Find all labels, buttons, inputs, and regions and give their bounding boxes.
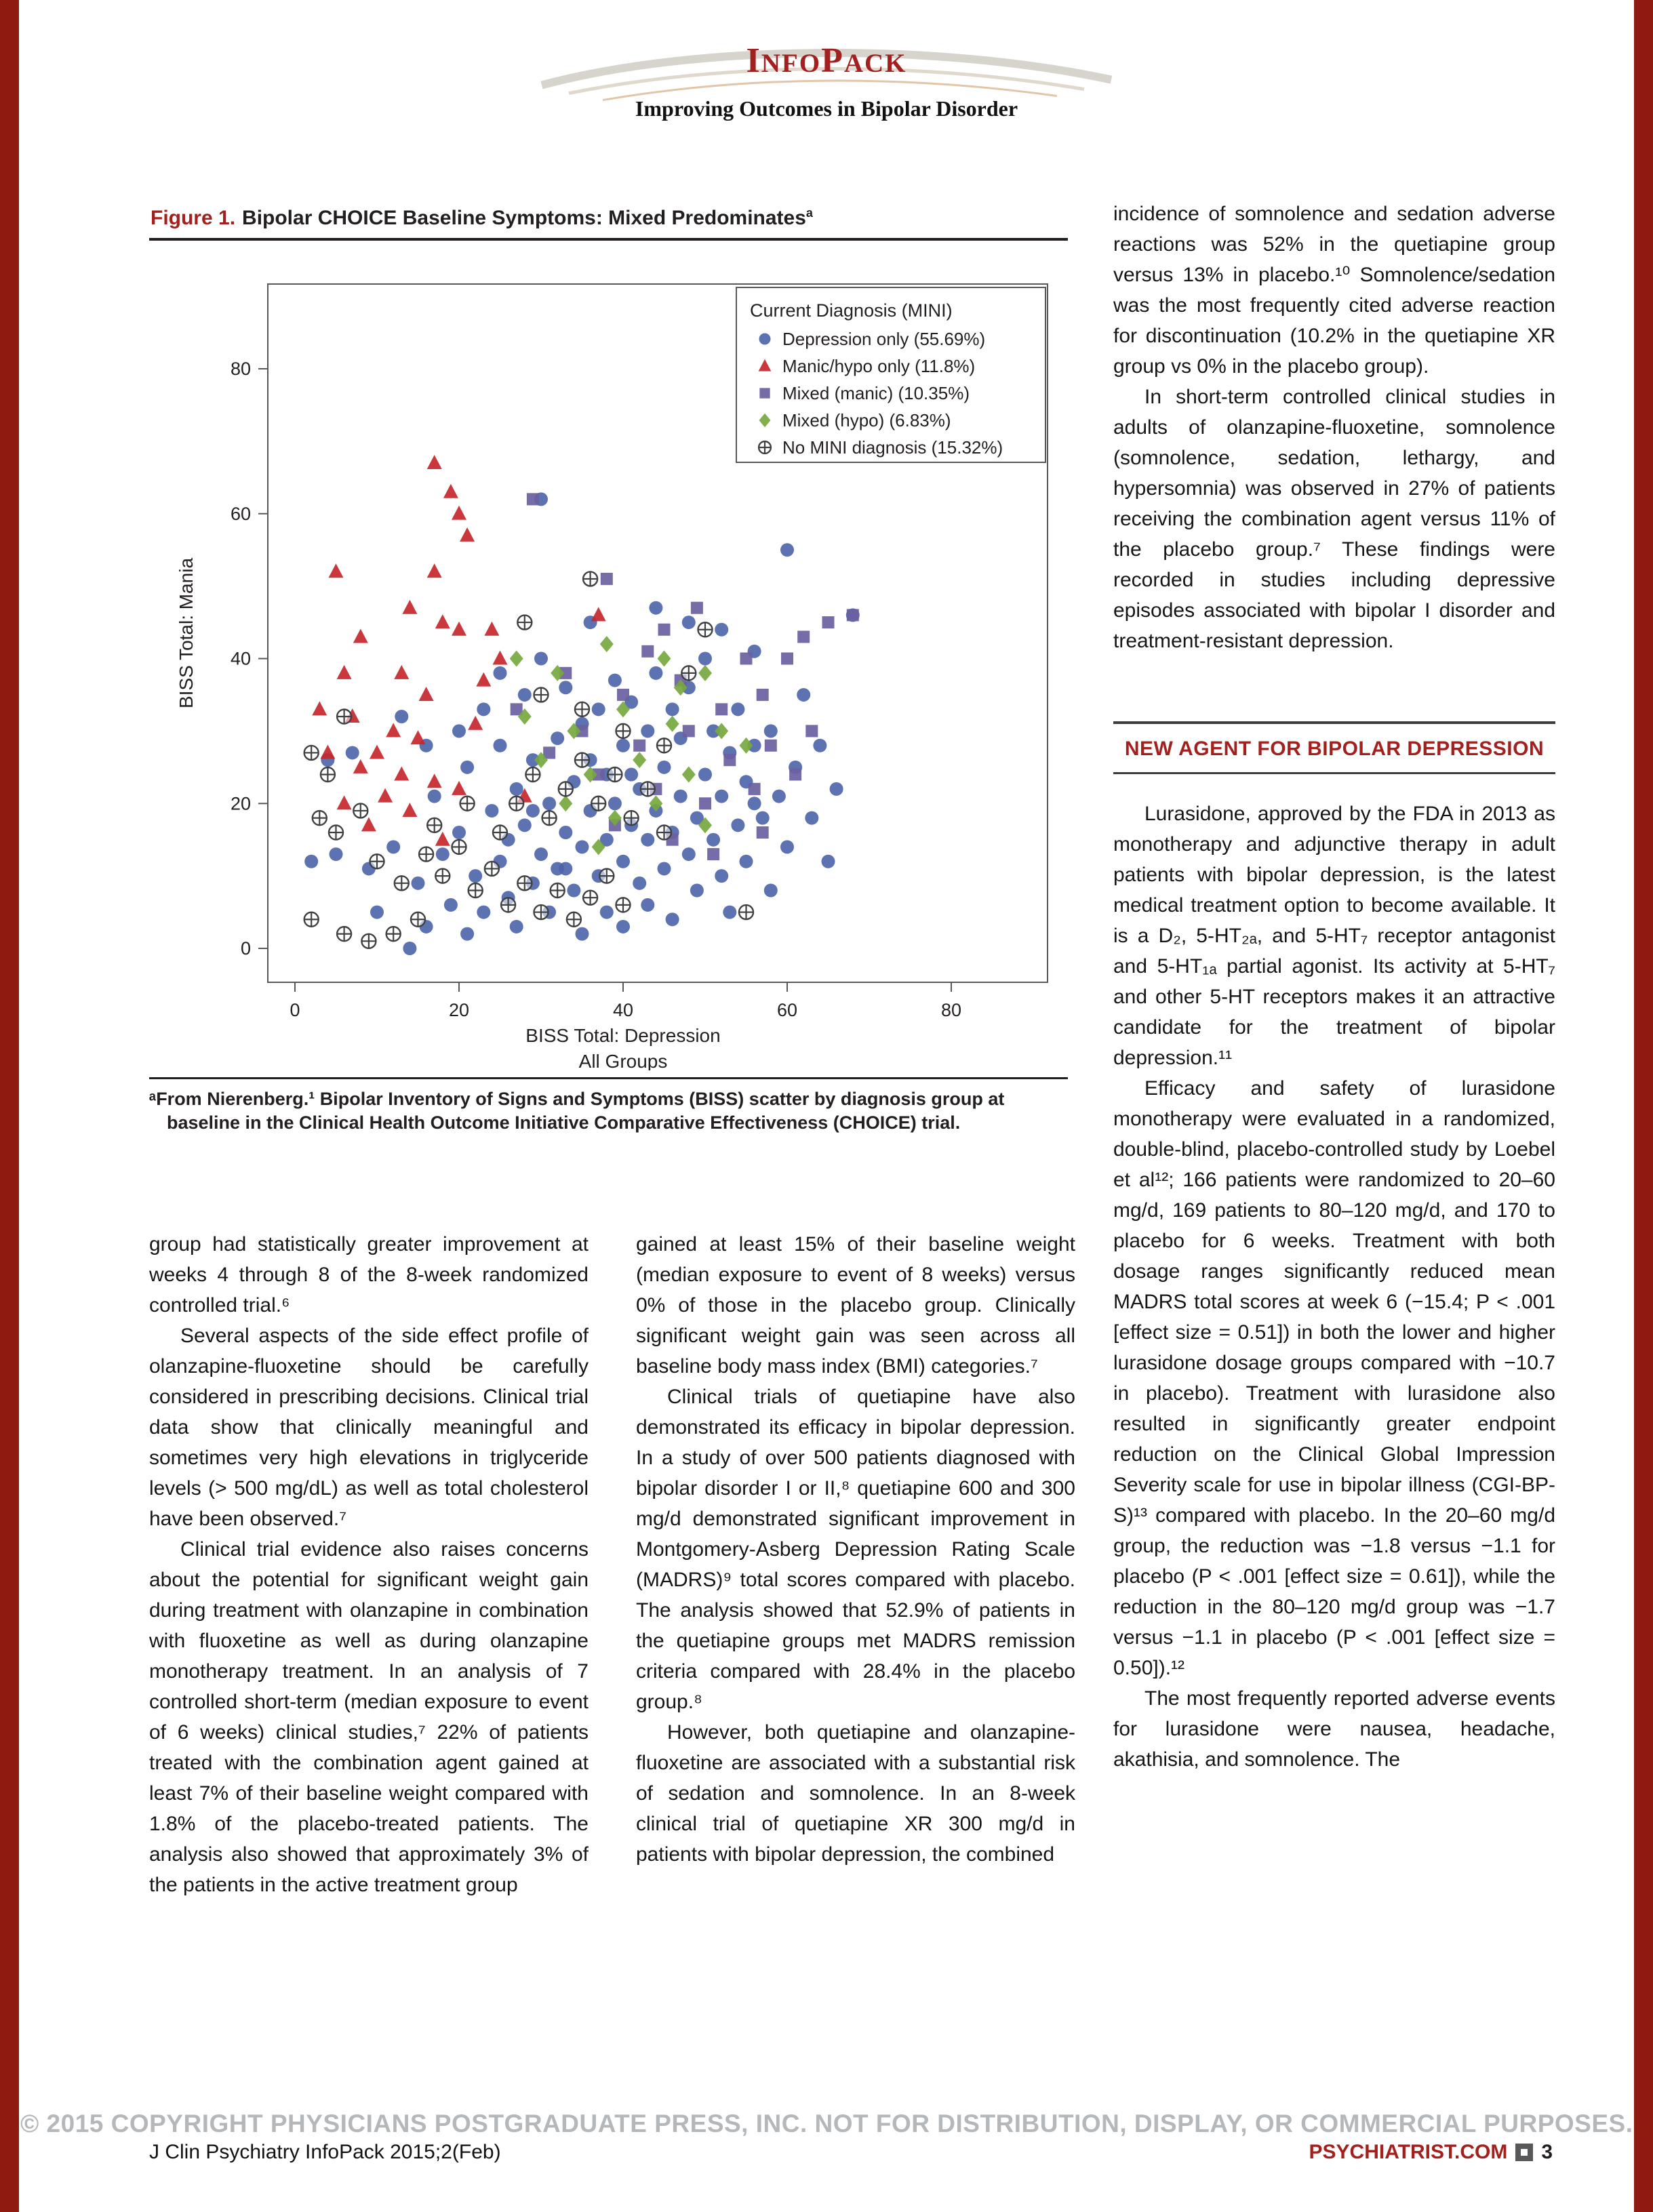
journal-citation: J Clin Psychiatry InfoPack 2015;2(Feb)	[149, 2141, 501, 2163]
paragraph: Lurasidone, approved by the FDA in 2013 …	[1113, 803, 1555, 1069]
figure-title-text: Bipolar CHOICE Baseline Symptoms: Mixed …	[242, 207, 806, 229]
right-column: incidence of somnolence and sedation adv…	[1113, 199, 1555, 1775]
paragraph: incidence of somnolence and sedation adv…	[1113, 203, 1555, 378]
svg-text:80: 80	[231, 359, 251, 379]
paragraph: Several aspects of the side effect profi…	[149, 1325, 589, 1530]
logo-sc-1: NFO	[761, 49, 822, 78]
bottom-left-column: group had statistically greater improvem…	[149, 1229, 589, 1900]
svg-text:0: 0	[290, 1000, 300, 1020]
svg-text:BISS Total: Mania: BISS Total: Mania	[176, 558, 197, 708]
logo-text: INFOPACK	[746, 43, 907, 79]
logo-cap-1: I	[746, 41, 761, 80]
svg-text:No MINI diagnosis (15.32%): No MINI diagnosis (15.32%)	[782, 437, 1003, 458]
publisher-mark-icon	[1515, 2144, 1534, 2161]
figure-footnote-rule	[149, 1077, 1068, 1079]
section-heading-new-agent: NEW AGENT FOR BIPOLAR DEPRESSION	[1113, 721, 1555, 774]
footer-right: PSYCHIATRIST.COM 3	[1309, 2141, 1553, 2164]
axes: 0 20 40 60 80 0 20 40 60 80 BISS Total: Depression…	[176, 359, 961, 1070]
logo-swoosh-graphic	[540, 49, 1113, 102]
scatter-series-1	[312, 454, 606, 846]
page-number: 3	[1541, 2141, 1553, 2163]
scatter-plot: 0 20 40 60 80 0 20 40 60 80 BISS Total: Depression…	[176, 283, 1048, 1070]
right-red-bar	[1634, 0, 1653, 2212]
svg-text:Mixed (hypo) (6.83%): Mixed (hypo) (6.83%)	[782, 410, 951, 430]
psychiatrist-com-link[interactable]: PSYCHIATRIST.COM	[1309, 2141, 1508, 2163]
scatter-series-4	[303, 571, 755, 950]
paragraph: Efficacy and safety of lurasidone monoth…	[1113, 1077, 1555, 1679]
svg-text:40: 40	[231, 649, 251, 669]
logo-sc-2: ACK	[843, 49, 907, 78]
paragraph: In short-term controlled clinical studie…	[1113, 386, 1555, 652]
chart-legend: Current Diagnosis (MINI) Depression only …	[736, 287, 1046, 463]
figure-footnote: ᵃFrom Nierenberg.¹ Bipolar Inventory of …	[149, 1089, 1005, 1133]
copyright-watermark: © 2015 COPYRIGHT PHYSICIANS POSTGRADUATE…	[20, 2110, 1633, 2137]
svg-text:80: 80	[941, 1000, 961, 1020]
svg-text:Depression only (55.69%): Depression only (55.69%)	[782, 329, 985, 349]
svg-text:Manic/hypo only (11.8%): Manic/hypo only (11.8%)	[782, 356, 975, 376]
svg-text:0: 0	[241, 938, 251, 959]
svg-text:40: 40	[613, 1000, 633, 1020]
paragraph: Clinical trial evidence also raises conc…	[149, 1538, 589, 1896]
paragraph: Clinical trials of quetiapine have also …	[636, 1386, 1075, 1713]
paragraph: group had statistically greater improvem…	[149, 1233, 589, 1316]
svg-text:All Groups: All Groups	[579, 1051, 668, 1070]
logo-cap-2: P	[821, 41, 844, 80]
page-subtitle: Improving Outcomes in Bipolar Disorder	[635, 96, 1018, 121]
bottom-middle-column: gained at least 15% of their baseline we…	[636, 1229, 1075, 1870]
figure-1: Figure 1. Bipolar CHOICE Baseline Symptom…	[149, 203, 1068, 1135]
infopack-logo: INFOPACK	[540, 39, 1113, 102]
left-red-bar	[0, 0, 19, 2212]
svg-text:BISS Total: Depression: BISS Total: Depression	[525, 1025, 720, 1046]
figure-title-superscript: a	[805, 206, 813, 220]
paragraph: gained at least 15% of their baseline we…	[636, 1233, 1075, 1378]
figure-label: Figure 1.	[151, 207, 236, 229]
svg-text:60: 60	[777, 1000, 797, 1020]
header: INFOPACK Improving Outcomes in Bipolar D…	[0, 39, 1653, 121]
figure-title: Figure 1. Bipolar CHOICE Baseline Symptom…	[149, 203, 1068, 238]
svg-text:20: 20	[231, 793, 251, 813]
scatter-series-2	[510, 493, 859, 861]
paragraph: However, both quetiapine and olanzapine-…	[636, 1721, 1075, 1866]
svg-text:60: 60	[231, 504, 251, 524]
figure-title-rule	[149, 238, 1068, 241]
svg-text:Mixed (manic) (10.35%): Mixed (manic) (10.35%)	[782, 383, 970, 403]
svg-text:Current Diagnosis (MINI): Current Diagnosis (MINI)	[750, 300, 953, 321]
svg-text:20: 20	[449, 1000, 469, 1020]
paragraph: The most frequently reported adverse eve…	[1113, 1687, 1555, 1771]
scatter-series-3	[509, 636, 753, 856]
